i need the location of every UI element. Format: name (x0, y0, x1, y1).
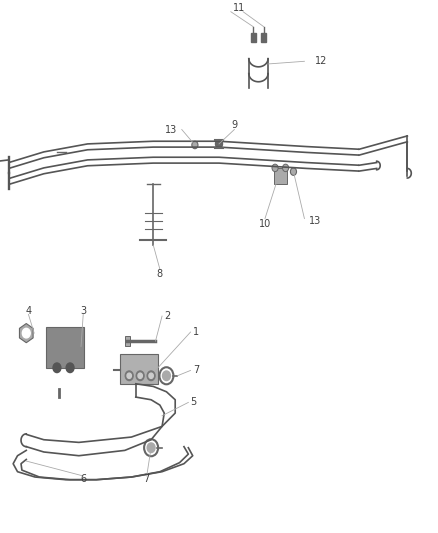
Circle shape (125, 371, 133, 381)
Circle shape (147, 371, 155, 381)
Circle shape (162, 371, 170, 381)
Text: 5: 5 (191, 398, 197, 407)
Text: 7: 7 (193, 366, 199, 375)
Circle shape (215, 140, 223, 148)
Text: 4: 4 (25, 306, 32, 316)
Text: 2: 2 (164, 311, 170, 321)
Circle shape (22, 328, 30, 338)
Bar (261, 33, 266, 42)
FancyBboxPatch shape (46, 327, 84, 368)
Circle shape (53, 363, 61, 373)
Circle shape (272, 164, 278, 172)
Text: 6: 6 (80, 474, 86, 484)
Text: 8: 8 (157, 270, 163, 279)
Text: 7: 7 (144, 474, 150, 484)
Text: 13: 13 (309, 216, 321, 226)
Text: 1: 1 (193, 327, 199, 337)
Bar (125, 336, 130, 346)
Text: 3: 3 (80, 306, 86, 316)
FancyBboxPatch shape (120, 354, 158, 384)
Text: 12: 12 (315, 56, 328, 66)
Bar (251, 33, 256, 42)
Circle shape (283, 164, 289, 172)
Text: 11: 11 (233, 3, 245, 13)
Circle shape (149, 373, 153, 378)
Circle shape (136, 371, 144, 381)
Text: 13: 13 (165, 125, 177, 134)
Text: 9: 9 (231, 120, 237, 130)
Circle shape (127, 373, 131, 378)
Text: 10: 10 (259, 219, 271, 229)
Bar (274, 168, 287, 184)
Circle shape (147, 443, 155, 453)
Circle shape (290, 168, 297, 175)
Circle shape (66, 363, 74, 373)
Circle shape (192, 141, 198, 149)
Circle shape (138, 373, 142, 378)
